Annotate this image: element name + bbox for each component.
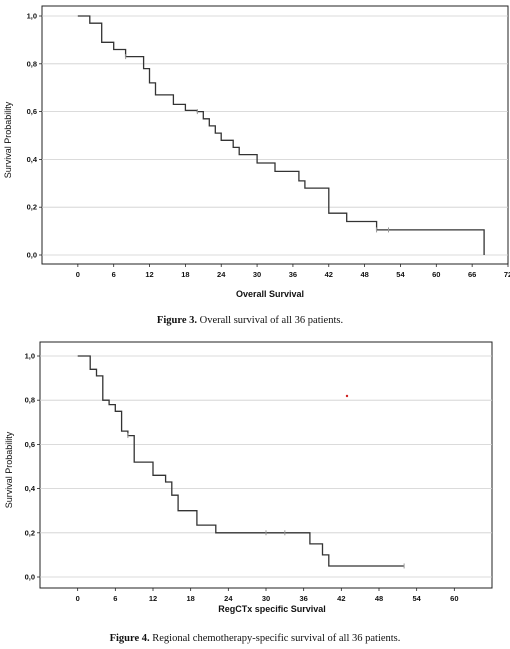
x-tick-label-fig4: 54	[412, 594, 421, 603]
x-tick-label-fig4: 36	[299, 594, 307, 603]
x-tick-label-fig4: 42	[337, 594, 345, 603]
survival-curve-4	[77, 355, 405, 569]
caption-4-text: Regional chemotherapy-specific survival …	[150, 633, 401, 644]
figure-4: 0,00,20,40,60,81,0 0 6 12 18 24 30 36 42 48 54 60 …	[4, 341, 493, 644]
x-tick-label-fig4: 6	[113, 594, 117, 603]
y-tick-label-fig4: 0,2	[25, 528, 35, 537]
y-tick-label-fig3: 0,8	[27, 59, 37, 68]
x-ticks-4: 0 6 12 18 24 30 36 42 48 54 60	[76, 588, 459, 603]
y-axis-label-4: Survival Probability	[4, 431, 14, 508]
x-tick-label-fig3: 6	[112, 270, 116, 279]
x-tick-label-fig4: 0	[76, 594, 80, 603]
x-tick-label-fig3: 60	[432, 270, 440, 279]
x-tick-label-fig4: 30	[262, 594, 270, 603]
x-tick-label-fig3: 12	[145, 270, 153, 279]
x-tick-label-fig4: 48	[375, 594, 383, 603]
figure-3: 0,0 0,2 0,4 0,6 0,8 1,0 0 6 12 18 24 30 36 42 48 54 60 6…	[3, 5, 510, 326]
caption-3-label: Figure 3.	[157, 315, 197, 326]
x-tick-label-fig3: 72	[504, 270, 510, 279]
x-ticks-3: 0 6 12 18 24 30 36 42 48 54 60 66 72	[76, 264, 510, 279]
y-axis-label-3: Survival Probability	[3, 101, 13, 178]
x-tick-label-fig3: 54	[396, 270, 405, 279]
caption-3: Figure 3. Overall survival of all 36 pat…	[157, 315, 343, 326]
y-tick-label-fig3: 0,4	[27, 155, 38, 164]
x-tick-label-fig3: 24	[217, 270, 226, 279]
x-tick-label-fig3: 18	[181, 270, 189, 279]
caption-4-label: Figure 4.	[110, 633, 150, 644]
gridlines-4	[40, 355, 492, 578]
y-tick-label-fig3: 0,2	[27, 203, 37, 212]
y-tick-label-fig3: 1,0	[27, 12, 37, 21]
y-tick-label-fig4: 0,4	[25, 484, 36, 493]
y-tick-label-fig4: 0,6	[25, 440, 35, 449]
survival-curve-3	[77, 15, 485, 255]
caption-4: Figure 4. Regional chemotherapy-specific…	[110, 633, 401, 644]
x-tick-label-fig3: 66	[468, 270, 476, 279]
x-tick-label-fig3: 0	[76, 270, 80, 279]
x-tick-label-fig4: 12	[149, 594, 157, 603]
x-axis-label-3: Overall Survival	[236, 289, 304, 299]
plot-frame-3	[41, 5, 509, 265]
y-ticks-3: 0,0 0,2 0,4 0,6 0,8 1,0	[27, 12, 42, 260]
y-tick-label-fig4: 0,0	[25, 573, 35, 582]
y-tick-label-fig3: 0,0	[27, 251, 37, 260]
y-tick-label-fig3: 0,6	[27, 107, 37, 116]
x-tick-label-fig3: 48	[360, 270, 368, 279]
x-tick-label-fig4: 24	[224, 594, 233, 603]
gridlines-3	[42, 15, 508, 256]
stray-dot-marker	[345, 394, 349, 398]
x-tick-label-fig3: 36	[289, 270, 297, 279]
step-line-fig4-0	[77, 355, 405, 567]
x-axis-label-4: RegCTx specific Survival	[218, 604, 326, 614]
y-tick-label-fig4: 1,0	[25, 352, 35, 361]
y-ticks-4: 0,0 0,2 0,4 0,6 0,8 1,0	[25, 352, 40, 582]
plot-frame-4	[39, 341, 493, 589]
x-tick-label-fig3: 42	[325, 270, 333, 279]
step-line-fig3-0	[77, 15, 485, 255]
x-tick-label-fig4: 18	[186, 594, 194, 603]
caption-3-text: Overall survival of all 36 patients.	[197, 315, 343, 326]
x-tick-label-fig3: 30	[253, 270, 261, 279]
x-tick-label-fig4: 60	[450, 594, 458, 603]
y-tick-label-fig4: 0,8	[25, 396, 35, 405]
